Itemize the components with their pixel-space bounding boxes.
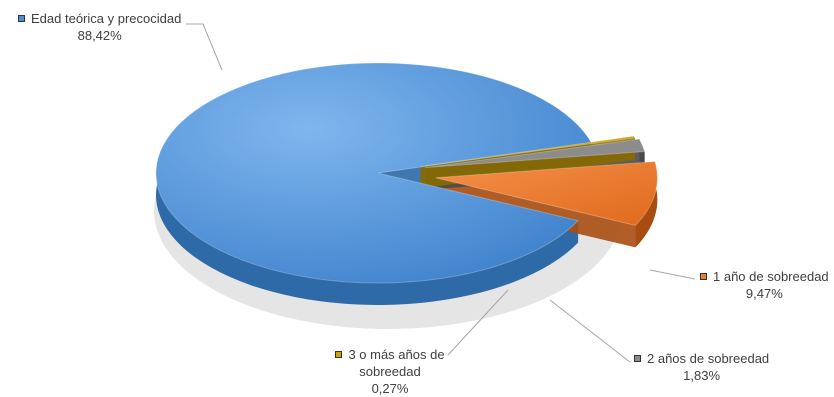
slice-name: 2 años de sobreedad	[647, 351, 770, 366]
slice-name: 3 o más años de sobreedad	[348, 347, 445, 379]
leader-line-1	[186, 23, 223, 71]
leader-line-3	[549, 299, 631, 363]
slice-name: 1 año de sobreedad	[713, 269, 829, 284]
slice-1-ano	[435, 161, 658, 226]
slice-name: Edad teórica y precocidad	[31, 11, 182, 26]
legend-swatch-orange	[700, 273, 707, 280]
slice-value: 0,27%	[371, 381, 409, 396]
slice-label-1-ano: 1 año de sobreedad 9,47%	[700, 268, 829, 302]
slice-edad-teorica	[155, 62, 593, 284]
slice-label-3-o-mas: 3 o más años de sobreedad 0,27%	[330, 346, 450, 397]
slice-value: 1,83%	[683, 368, 721, 383]
slice-label-2-anos: 2 años de sobreedad 1,83%	[634, 350, 769, 384]
slice-value: 9,47%	[745, 286, 783, 301]
slice-label-edad-teorica: Edad teórica y precocidad 88,42%	[18, 10, 181, 44]
slice-2-anos	[424, 138, 646, 169]
leader-line-4	[447, 289, 509, 356]
legend-swatch-blue	[18, 15, 25, 22]
slice-3-o-mas	[420, 135, 636, 168]
legend-swatch-gold	[335, 351, 343, 358]
slice-value: 88,42%	[77, 28, 122, 43]
legend-swatch-gray	[634, 355, 641, 362]
leader-line-2	[649, 269, 696, 280]
